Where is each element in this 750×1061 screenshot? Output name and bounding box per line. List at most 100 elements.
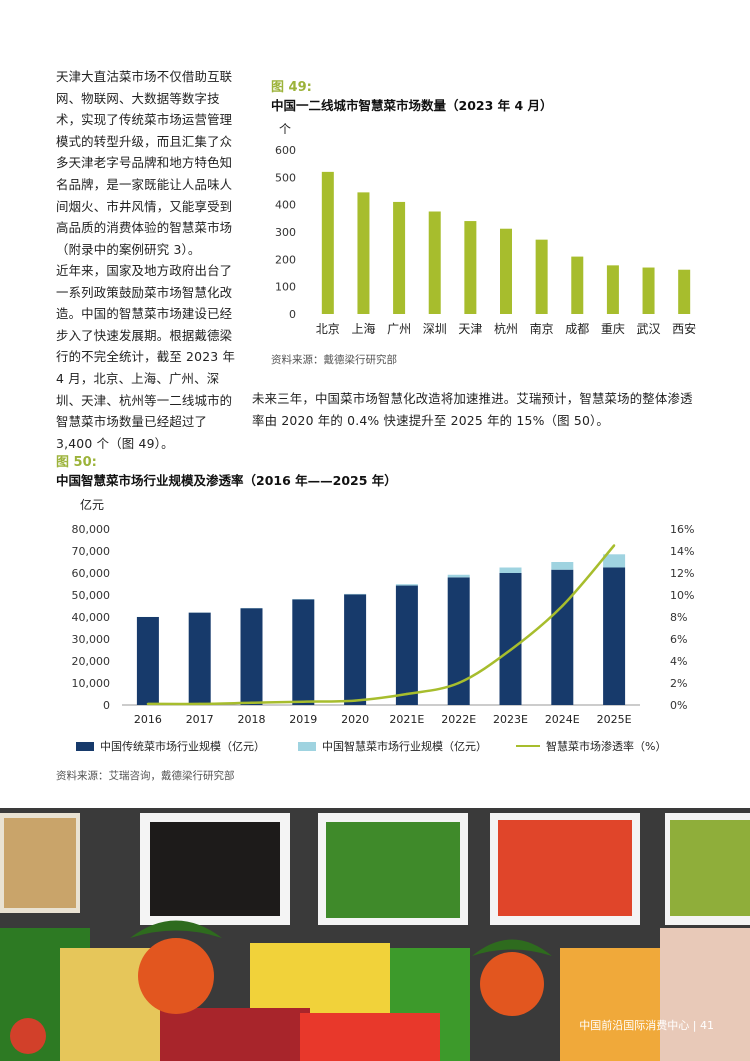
- fig50-bar-smart: [551, 562, 574, 570]
- fig50-x-tick-label: 2020: [341, 713, 369, 726]
- fig50-rate-point: [457, 681, 460, 685]
- fig50-y-tick-label: 50,000: [72, 589, 111, 602]
- fig50-x-tick-label: 2024E: [545, 713, 580, 726]
- fig50-x-tick-label: 2023E: [493, 713, 528, 726]
- fig50-x-tick-label: 2025E: [597, 713, 632, 726]
- fig50-bar-traditional: [551, 569, 574, 705]
- fig49-x-tick-label: 北京: [316, 322, 340, 336]
- fig50-rate-line: [147, 544, 616, 706]
- fig49-bar: [606, 265, 619, 314]
- fig49-y-tick-label: 600: [275, 144, 296, 157]
- fig50-bar-traditional: [136, 617, 159, 705]
- salad-bar-photo: [0, 808, 750, 1061]
- fig49-y-tick-label: 200: [275, 253, 296, 266]
- fig50-title: 中国智慧菜市场行业规模及渗透率（2016 年——2025 年）: [56, 473, 397, 488]
- fig50-x-tick-label: 2022E: [441, 713, 476, 726]
- fig49-x-tick-label: 杭州: [494, 321, 518, 336]
- fig50-y-tick-label: 10,000: [72, 677, 111, 690]
- fig50-x-tick-label: 2019: [289, 713, 317, 726]
- fig50-y2-tick-label: 2%: [670, 677, 687, 690]
- fig49-y-tick-label: 400: [275, 199, 296, 212]
- fig50-unit: 亿元: [80, 498, 105, 512]
- fig49-y-tick-label: 500: [275, 171, 296, 184]
- fig49-x-tick-label: 重庆: [601, 322, 625, 336]
- fig49-x-tick-label: 广州: [387, 322, 411, 336]
- fig49-x-tick-label: 武汉: [637, 322, 661, 336]
- fig50-y2-tick-label: 8%: [670, 611, 687, 624]
- fig49-x-tick-label: 深圳: [423, 322, 447, 336]
- fig50-y2-tick-label: 6%: [670, 633, 687, 646]
- fig50-y2-tick-label: 10%: [670, 589, 694, 602]
- legend-traditional: 中国传统菜市场行业规模（亿元）: [76, 738, 265, 754]
- fig50-chart: 0 10,000 20,000 30,000 40,000 50,000 60,000 70,…: [72, 523, 695, 726]
- legend-rate-swatch: [516, 745, 540, 747]
- legend-traditional-label: 中国传统菜市场行业规模（亿元）: [100, 740, 265, 753]
- fig50-x-tick-label: 2016: [134, 713, 162, 726]
- fig49-bar: [357, 192, 370, 314]
- fig50-rate-point: [250, 701, 253, 704]
- fig50-bar-traditional: [447, 577, 470, 705]
- fig50-bar-traditional: [292, 599, 315, 705]
- fig50-bar-smart: [447, 574, 470, 578]
- fig49-title: 中国一二线城市智慧菜市场数量（2023 年 4 月）: [271, 98, 553, 113]
- fig50-bar-traditional: [603, 567, 626, 705]
- legend-rate: 智慧菜市场渗透率（%）: [516, 738, 666, 754]
- fig50-y2-tick-label: 14%: [670, 545, 694, 558]
- fig49-x-tick-label: 西安: [672, 321, 696, 336]
- fig49-y-tick-label: 0: [289, 308, 296, 321]
- fig49-bar: [642, 267, 655, 314]
- fig50-y-tick-label: 70,000: [72, 545, 111, 558]
- fig49-bar: [500, 228, 512, 314]
- fig50-bar-smart: [499, 567, 522, 573]
- fig50-rate-point: [612, 544, 616, 547]
- fig50-label: 图 50:: [56, 455, 97, 470]
- fig49-bar: [571, 256, 584, 314]
- fig50-x-tick-label: 2017: [186, 713, 214, 726]
- fig49-unit: 个: [279, 122, 292, 136]
- fig50-y2-tick-label: 4%: [670, 655, 687, 668]
- fig50-bar-traditional: [395, 585, 418, 705]
- fig50-x-tick-label: 2021E: [389, 713, 424, 726]
- fig50-rate-point: [146, 702, 150, 706]
- fig50-rate-point: [561, 604, 564, 608]
- fig50-bar-traditional: [240, 608, 263, 705]
- fig50-y-tick-label: 40,000: [72, 611, 111, 624]
- fig49-y-tick-label: 300: [275, 226, 296, 239]
- fig50-bar-traditional: [188, 612, 211, 705]
- fig50-y-tick-label: 0: [103, 699, 110, 712]
- legend-rate-label: 智慧菜市场渗透率（%）: [546, 740, 667, 753]
- fig50-x-tick-label: 2018: [238, 713, 266, 726]
- fig49-bar: [428, 211, 441, 314]
- legend-smart: 中国智慧菜市场行业规模（亿元）: [298, 738, 487, 754]
- salad-bar-illustration: [0, 808, 750, 1061]
- fig49-chart: 0 100 200 300 400 500 600 北京 上海 广州 深圳 天津 杭州 南京 成都 重庆 武汉西…: [275, 144, 696, 336]
- fig50-bar-smart: [395, 584, 418, 586]
- fig50-y2-tick-label: 0%: [670, 699, 687, 712]
- fig50-rate-point: [198, 702, 201, 706]
- fig50-y-tick-label: 20,000: [72, 655, 111, 668]
- fig50-source: 资料来源：艾瑞咨询，戴德梁行研究部: [56, 770, 235, 782]
- fig49-label: 图 49:: [271, 80, 312, 95]
- fig50-rate-point: [509, 648, 512, 652]
- fig49-source: 资料来源：戴德梁行研究部: [271, 354, 397, 366]
- left-paragraph-2: 近年来，国家及地方政府出台了一系列政策鼓励菜市场智慧化改造。中国的智慧菜市场建设…: [56, 263, 236, 451]
- fig50-bar-smart: [603, 554, 626, 568]
- fig50-y2-tick-label: 16%: [670, 523, 694, 536]
- fig49-x-tick-label: 上海: [351, 321, 375, 336]
- fig50-y-tick-label: 30,000: [72, 633, 111, 646]
- fig49-bar: [535, 239, 548, 314]
- page-footer: 中国前沿国际消费中心 | 41: [579, 1019, 714, 1032]
- left-paragraph-1: 天津大直沽菜市场不仅借助互联网、物联网、大数据等数字技术，实现了传统菜市场运营管…: [56, 69, 233, 257]
- legend-traditional-swatch: [76, 741, 94, 751]
- fig50-rate-point: [302, 700, 305, 703]
- fig49-bar: [321, 171, 334, 314]
- fig50-bar-traditional: [499, 573, 522, 705]
- middle-paragraph: 未来三年，中国菜市场智慧化改造将加速推进。艾瑞预计，智慧菜场的整体渗透率由 20…: [252, 391, 693, 428]
- legend-smart-swatch: [298, 741, 316, 751]
- fig49-x-tick-label: 南京: [530, 321, 554, 336]
- fig49-bar: [393, 201, 406, 314]
- fig49-bar: [678, 269, 691, 314]
- fig50-rate-point: [405, 692, 409, 696]
- fig50-bar-traditional: [344, 594, 367, 705]
- fig49-y-tick-label: 100: [275, 281, 296, 294]
